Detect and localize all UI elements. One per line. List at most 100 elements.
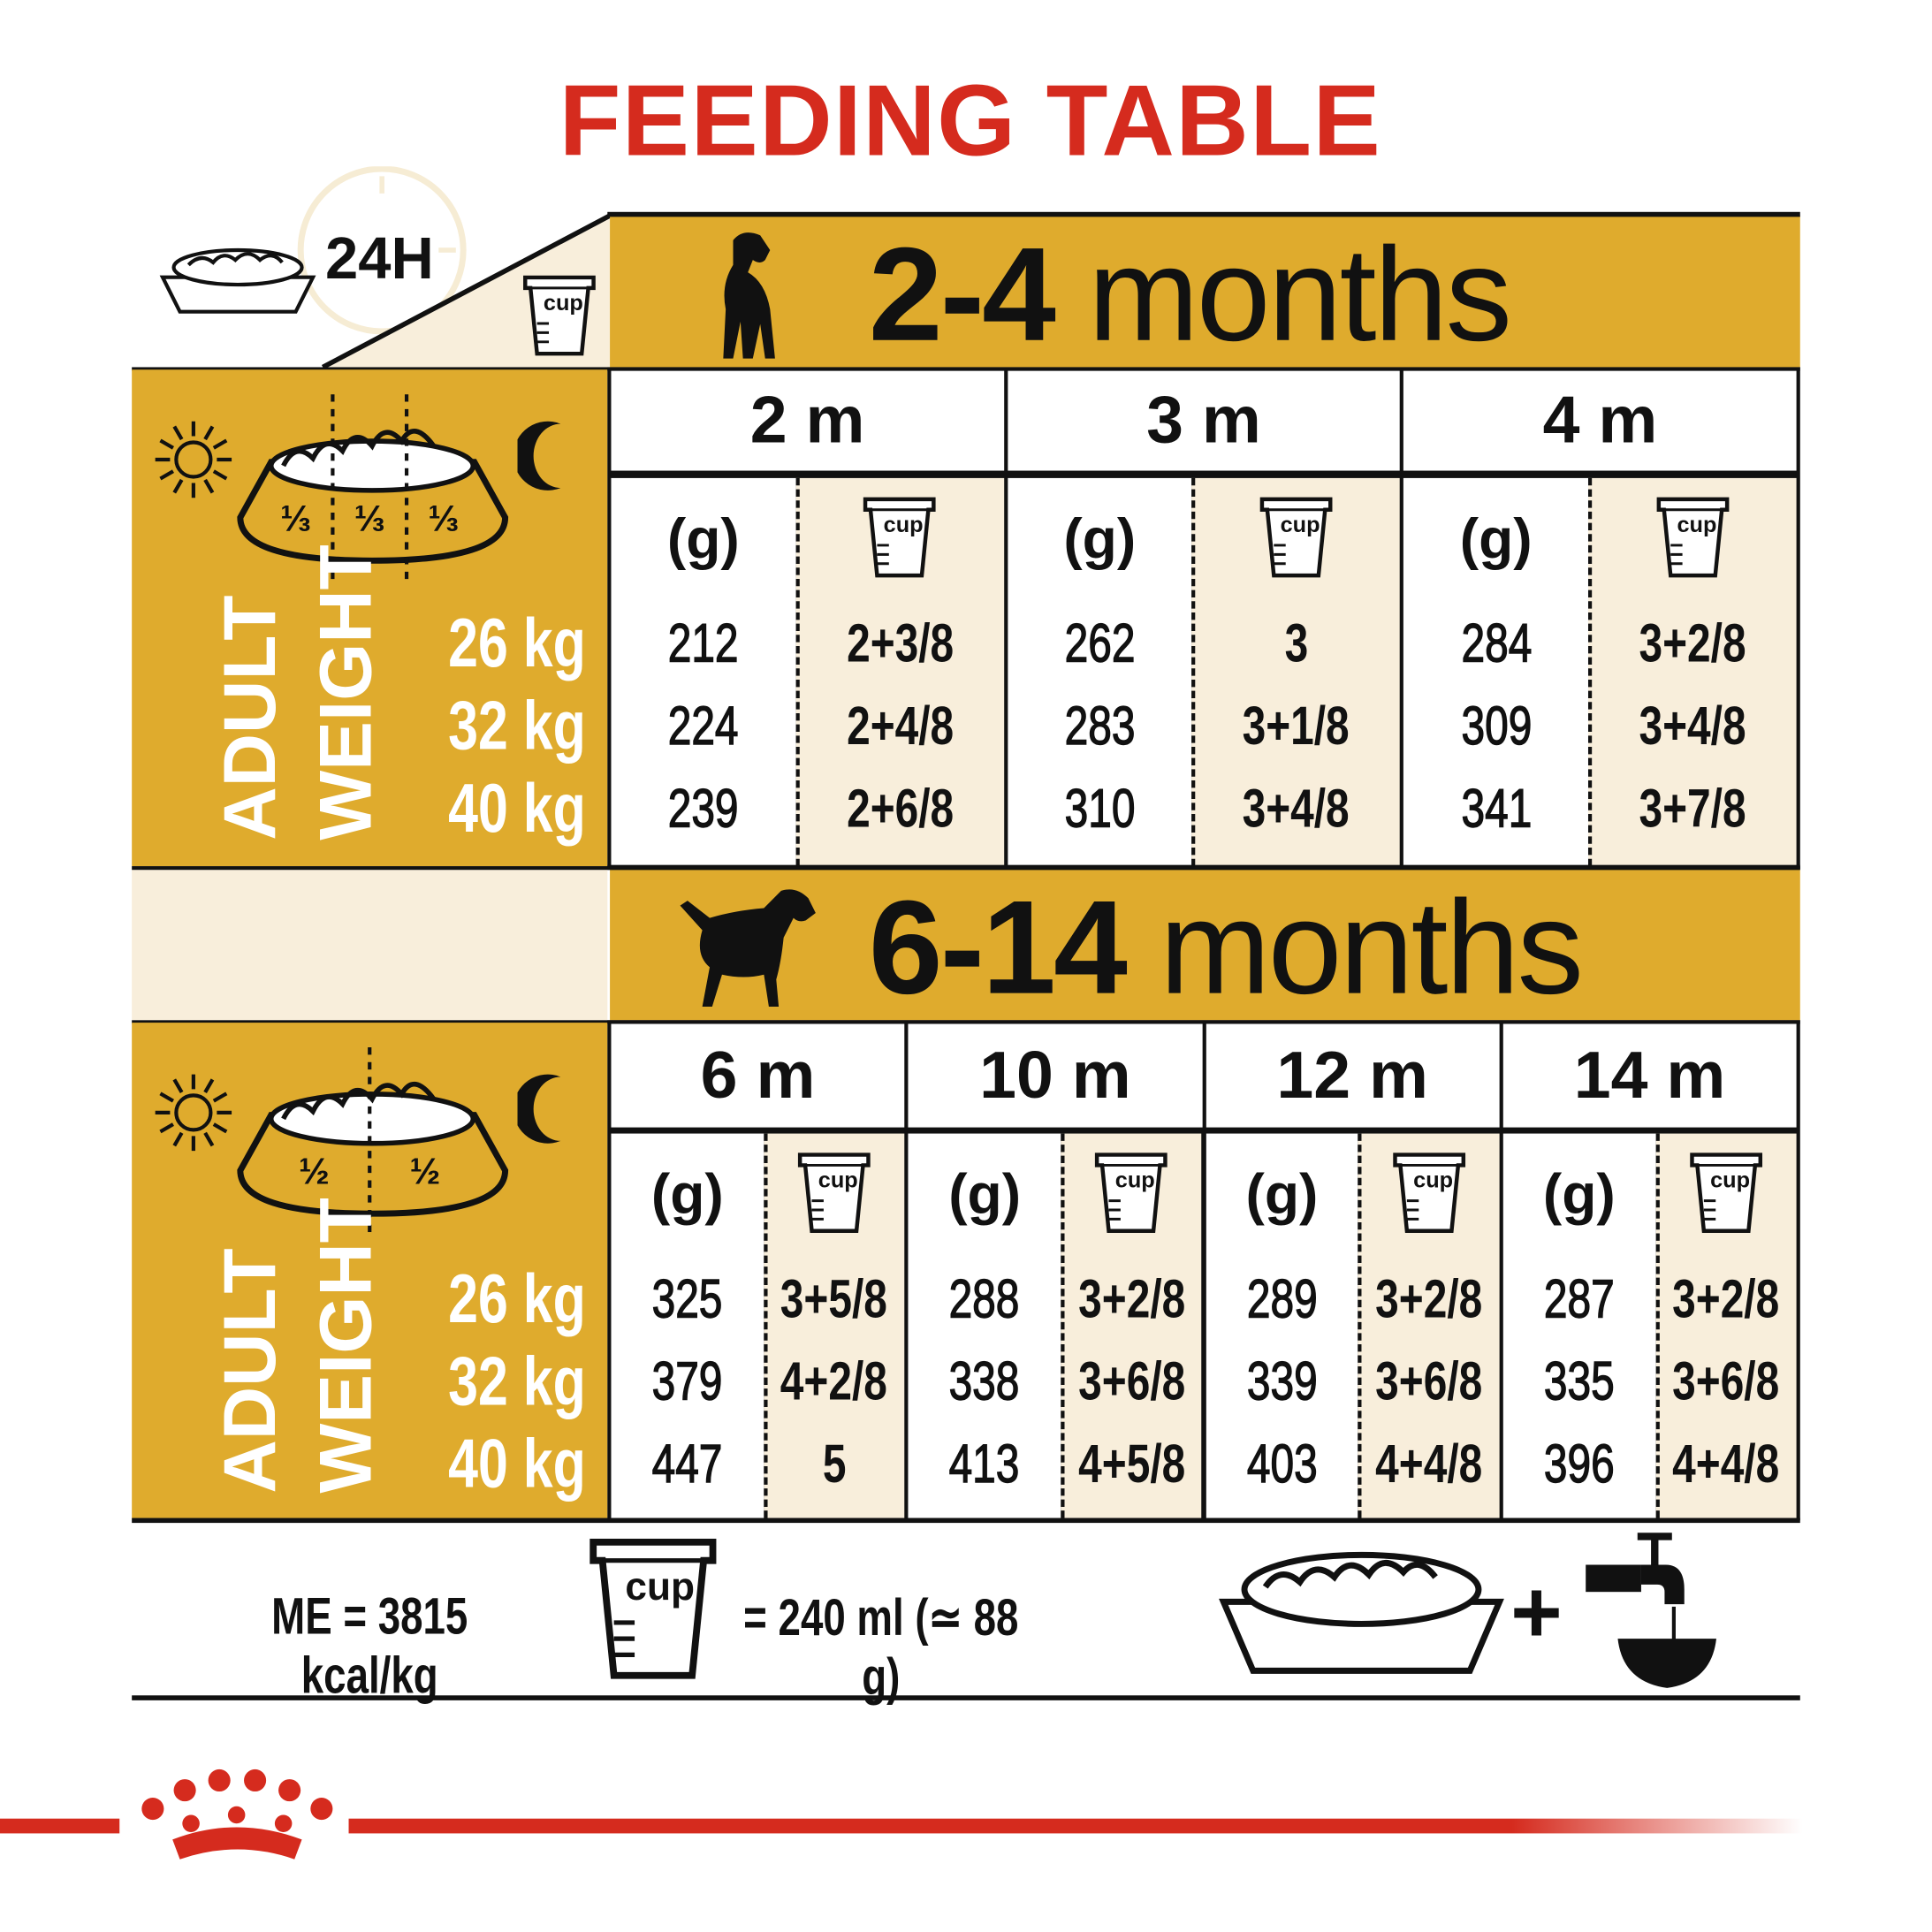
weight-label-adult: ADULT <box>208 1248 292 1494</box>
cups-value: 3+2/8 <box>1358 1269 1499 1331</box>
cup-icon-large: cup <box>584 1535 722 1686</box>
grams-value: 283 <box>1008 696 1192 758</box>
grams-value: 396 <box>1502 1434 1655 1496</box>
weight-text: 40 kg <box>448 768 587 847</box>
cup-icon: cup <box>860 495 939 584</box>
cups-value: 3+7/8 <box>1588 779 1796 840</box>
food-bowl-portions-icon <box>234 394 512 585</box>
cups-text: 3+2/8 <box>1672 1268 1780 1330</box>
grams-text: 287 <box>1543 1268 1615 1330</box>
grams-value: 239 <box>611 778 795 840</box>
age-range-unit: months <box>1053 219 1512 369</box>
grams-text: 413 <box>949 1434 1021 1495</box>
month-header: 14 m <box>1502 1023 1797 1128</box>
energy-label: ME = 3815 kcal/kg <box>271 1586 468 1705</box>
cup-icon: cup <box>520 273 598 362</box>
cups-value: 3+6/8 <box>1061 1351 1201 1413</box>
grams-text: 325 <box>651 1268 723 1330</box>
grams-text: 310 <box>1064 778 1136 840</box>
portion-label: ½ <box>299 1152 330 1193</box>
grams-text: 239 <box>667 778 739 840</box>
svg-text:cup: cup <box>1115 1168 1155 1193</box>
cups-text: 4+2/8 <box>780 1351 888 1412</box>
grams-column <box>1403 477 1589 867</box>
age-banner <box>610 215 1800 368</box>
cups-text: 3+2/8 <box>1374 1268 1483 1330</box>
age-range-title: 2-4 months <box>869 227 1512 361</box>
cups-text: 3+4/8 <box>1639 696 1746 757</box>
cups-text: 4+5/8 <box>1077 1434 1185 1495</box>
cups-text: 2+4/8 <box>846 696 954 757</box>
clock-icon <box>297 166 467 335</box>
grams-text: 284 <box>1460 613 1532 675</box>
svg-text:cup: cup <box>818 1168 858 1193</box>
food-bowl-icon <box>159 247 316 314</box>
cup-icon: cup <box>795 1151 873 1240</box>
weight-text: 26 kg <box>448 604 587 681</box>
grams-text: 262 <box>1064 613 1136 675</box>
grams-value: 212 <box>611 613 795 675</box>
grams-text: 212 <box>667 613 739 675</box>
grams-text: 309 <box>1460 696 1532 757</box>
cups-text: 3+6/8 <box>1672 1351 1780 1412</box>
cups-value: 3+6/8 <box>1655 1351 1796 1413</box>
grams-unit-label: (g) <box>1245 1161 1319 1227</box>
svg-text:cup: cup <box>884 513 924 537</box>
grams-value: 287 <box>1502 1268 1655 1331</box>
duration-label: 24H <box>325 226 434 293</box>
grams-text: 224 <box>667 696 739 757</box>
food-bowl-icon <box>1219 1551 1504 1674</box>
grams-value: 338 <box>909 1351 1061 1413</box>
food-bowl-portions-icon <box>234 1046 512 1238</box>
grams-value: 447 <box>611 1434 764 1496</box>
month-header: 2 m <box>611 370 1004 471</box>
cups-value: 2+4/8 <box>795 696 1003 758</box>
grams-text: 283 <box>1064 696 1136 757</box>
cups-text: 3+6/8 <box>1077 1351 1185 1412</box>
weight-label-weight: WEIGHT <box>304 544 387 840</box>
plus-sign: + <box>1510 1563 1563 1662</box>
grams-unit-label: (g) <box>1063 506 1137 571</box>
moon-icon <box>513 1072 580 1152</box>
grams-value: 379 <box>611 1351 764 1413</box>
cup-icon: cup <box>1653 495 1731 584</box>
svg-text:cup: cup <box>1413 1168 1453 1193</box>
grams-text: 379 <box>651 1351 723 1413</box>
weight-text: 40 kg <box>448 1424 587 1502</box>
grams-unit-label: (g) <box>1459 506 1533 571</box>
grams-text: 289 <box>1246 1268 1318 1330</box>
cups-text: 2+3/8 <box>846 613 954 674</box>
cups-value: 3+2/8 <box>1655 1269 1796 1331</box>
cups-value: 3 <box>1192 613 1400 675</box>
sun-icon <box>150 416 237 509</box>
grams-text: 447 <box>651 1434 723 1495</box>
weight-value: 26 kg <box>407 603 628 683</box>
cups-value: 4+4/8 <box>1655 1434 1796 1496</box>
weight-value: 32 kg <box>407 1341 628 1421</box>
grams-text: 403 <box>1246 1434 1318 1495</box>
portion-label: ½ <box>409 1152 441 1193</box>
cups-value: 3+2/8 <box>1061 1269 1201 1331</box>
grams-value: 339 <box>1206 1351 1358 1413</box>
cups-value: 2+3/8 <box>795 613 1003 675</box>
spacer-panel <box>132 868 608 1021</box>
age-range-number: 2-4 <box>868 219 1056 369</box>
page-title: FEEDING TABLE <box>559 65 1382 178</box>
cups-value: 3+2/8 <box>1588 613 1796 675</box>
grams-value: 284 <box>1403 613 1588 675</box>
divider <box>132 1695 1800 1700</box>
grams-value: 413 <box>909 1434 1061 1496</box>
grams-column <box>1502 1133 1656 1518</box>
grams-value: 288 <box>909 1268 1061 1331</box>
weight-label-weight: WEIGHT <box>304 1198 387 1494</box>
age-range-unit: months <box>1125 872 1584 1022</box>
moon-icon <box>513 419 580 499</box>
weight-value: 40 kg <box>407 1423 628 1503</box>
svg-text:cup: cup <box>1280 513 1320 537</box>
cup-equivalence: = 240 ml (≃ 88 g) <box>743 1587 1019 1706</box>
age-banner <box>610 868 1800 1021</box>
cups-text: 3+2/8 <box>1639 613 1746 674</box>
age-range-number: 6-14 <box>868 872 1128 1022</box>
grams-unit-label: (g) <box>1542 1161 1616 1227</box>
